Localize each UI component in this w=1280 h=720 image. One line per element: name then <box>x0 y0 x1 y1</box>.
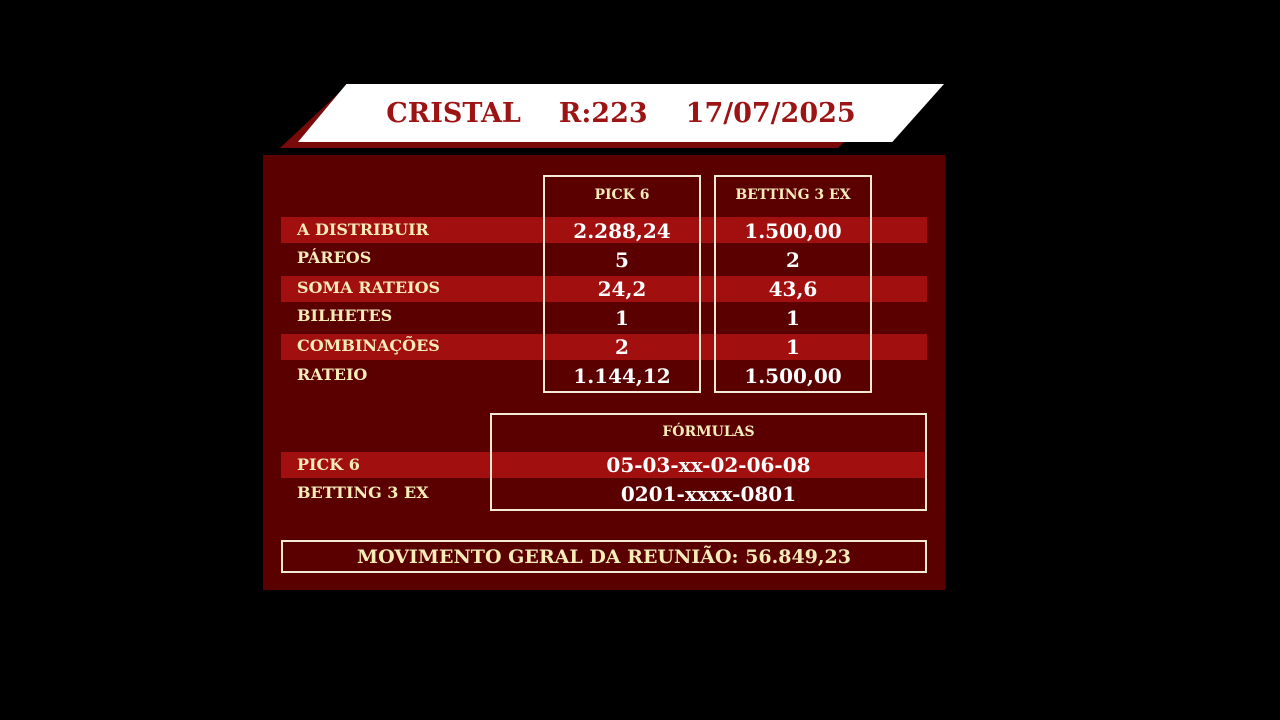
column-header-betting3ex: BETTING 3 EX <box>735 187 851 203</box>
row-label-pareos: PÁREOS <box>297 248 372 267</box>
formulas-box <box>490 413 927 511</box>
value-a-distribuir-betting3ex: 1.500,00 <box>744 219 842 243</box>
race-number: R:223 <box>558 97 648 129</box>
track-name: CRISTAL <box>386 97 521 129</box>
formula-value-betting3ex: 0201-xxxx-0801 <box>620 482 797 506</box>
formula-value-pick6: 05-03-xx-02-06-08 <box>606 453 811 477</box>
value-rateio-pick6: 1.144,12 <box>573 364 671 388</box>
value-rateio-betting3ex: 1.500,00 <box>744 364 842 388</box>
column-header-pick6: PICK 6 <box>594 187 650 203</box>
value-bilhetes-betting3ex: 1 <box>786 306 800 330</box>
row-label-rateio: RATEIO <box>297 365 368 384</box>
movimento-geral: MOVIMENTO GERAL DA REUNIÃO: 56.849,23 <box>281 540 927 573</box>
value-combinacoes-betting3ex: 1 <box>786 335 800 359</box>
formulas-title: FÓRMULAS <box>662 424 755 440</box>
formula-label-betting3ex: BETTING 3 EX <box>297 483 429 502</box>
value-combinacoes-pick6: 2 <box>615 335 629 359</box>
row-stripe <box>281 334 927 360</box>
row-label-a-distribuir: A DISTRIBUIR <box>297 220 429 239</box>
header-banner: CRISTAL R:223 17/07/2025 <box>298 84 944 142</box>
value-pareos-betting3ex: 2 <box>786 248 800 272</box>
row-label-combinacoes: COMBINAÇÕES <box>297 336 440 355</box>
pick6-column-box <box>543 175 701 393</box>
betting3ex-column-box <box>714 175 872 393</box>
row-label-soma-rateios: SOMA RATEIOS <box>297 278 441 297</box>
results-panel: PICK 6 BETTING 3 EX A DISTRIBUIR 2.288,2… <box>263 155 945 590</box>
row-label-bilhetes: BILHETES <box>297 306 393 325</box>
row-stripe <box>281 217 927 243</box>
value-soma-rateios-pick6: 24,2 <box>597 277 647 301</box>
row-stripe <box>281 276 927 302</box>
formula-label-pick6: PICK 6 <box>297 455 360 474</box>
formula-row-stripe <box>281 452 927 478</box>
race-date: 17/07/2025 <box>685 97 856 129</box>
value-pareos-pick6: 5 <box>615 248 629 272</box>
value-a-distribuir-pick6: 2.288,24 <box>573 219 671 243</box>
value-bilhetes-pick6: 1 <box>615 306 629 330</box>
value-soma-rateios-betting3ex: 43,6 <box>768 277 818 301</box>
